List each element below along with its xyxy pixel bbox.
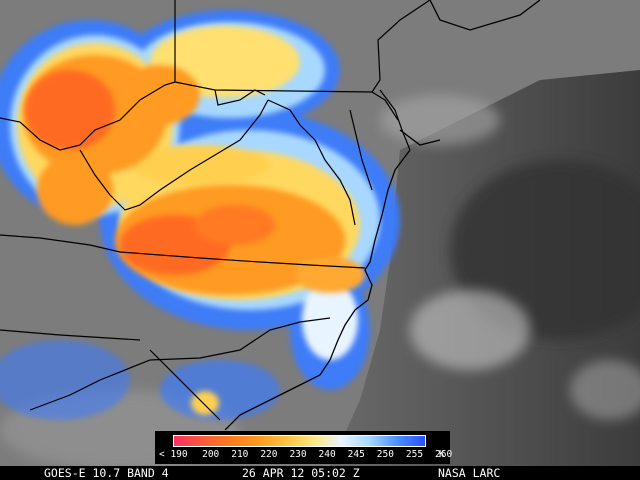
light-cloud-patch [410, 290, 530, 370]
image-caption-bar: GOES-E 10.7 BAND 4 26 APR 12 05:02 Z NAS… [0, 466, 640, 480]
legend-tick-label: 260 [435, 449, 453, 460]
legend-tick-label: 220 [260, 449, 278, 460]
legend-gradient [174, 436, 425, 446]
temperature-color-legend: < 190 200 210 220 230 240 245 250 255 260 K [155, 431, 453, 464]
legend-tick-labels: < 190 200 210 220 230 240 245 250 255 260 K [155, 449, 453, 461]
timestamp-label: 26 APR 12 05:02 Z [242, 466, 360, 480]
legend-color-bar [173, 435, 426, 447]
infrared-satellite-map [0, 0, 640, 466]
legend-tick-label: 255 [405, 449, 424, 460]
satellite-band-label: GOES-E 10.7 BAND 4 [44, 466, 169, 480]
legend-tick-label: 245 [347, 449, 365, 460]
cloud-top-red-orange [25, 70, 275, 275]
credit-label: NASA LARC [438, 466, 501, 480]
light-cloud-patch [570, 360, 640, 420]
legend-unit-label: K [439, 449, 445, 460]
legend-tick-label: 250 [376, 449, 394, 460]
legend-tick-label: 210 [231, 449, 249, 460]
coastline [224, 0, 541, 431]
legend-tick-label: 240 [318, 449, 336, 460]
legend-tick-label: 230 [289, 449, 307, 460]
legend-tick-label: < 190 [159, 449, 188, 460]
light-cloud-patch [380, 95, 500, 145]
state-boundaries [0, 0, 431, 421]
legend-tick-label: 200 [202, 449, 220, 460]
